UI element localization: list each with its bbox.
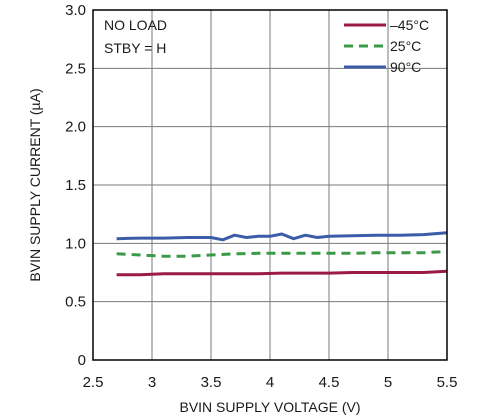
x-tick-label: 5.5 xyxy=(437,374,458,391)
series-line-2 xyxy=(116,231,448,242)
x-tick-label: 2.5 xyxy=(83,374,104,391)
y-tick-label: 1.5 xyxy=(65,177,86,194)
x-tick-label: 4 xyxy=(266,374,274,391)
series-line-1 xyxy=(116,250,448,258)
y-tick-label: 2.5 xyxy=(65,60,86,77)
legend: –45°C 25°C 90°C xyxy=(344,17,429,75)
series-line-0 xyxy=(116,269,448,277)
x-tick-label: 5 xyxy=(384,374,392,391)
plot-frame xyxy=(92,9,448,361)
annotation-no-load: NO LOAD xyxy=(104,17,167,33)
legend-label-25: 25°C xyxy=(390,38,421,54)
legend-label-minus45: –45°C xyxy=(390,17,429,33)
y-tick-label: 1.0 xyxy=(65,235,86,252)
y-axis-title: BVIN SUPPLY CURRENT (µA) xyxy=(27,88,43,281)
annotation-block: NO LOAD STBY = H xyxy=(104,17,167,56)
y-tick-label: 0 xyxy=(78,352,86,369)
series-lines xyxy=(116,231,448,277)
x-tick-label: 4.5 xyxy=(319,374,340,391)
y-tick-label: 2.0 xyxy=(65,119,86,136)
y-tick-label: 3.0 xyxy=(65,2,86,19)
grid xyxy=(93,10,447,360)
annotation-stby: STBY = H xyxy=(104,40,166,56)
x-tick-label: 3 xyxy=(148,374,156,391)
y-tick-label: 0.5 xyxy=(65,294,86,311)
tick-labels: 2.5 3 3.5 4 4.5 5 5.5 0 0.5 1.0 1.5 2.0 2.5 3.0 xyxy=(65,2,457,391)
x-axis-title: BVIN SUPPLY VOLTAGE (V) xyxy=(179,399,360,415)
legend-label-90: 90°C xyxy=(390,59,421,75)
x-tick-label: 3.5 xyxy=(201,374,222,391)
